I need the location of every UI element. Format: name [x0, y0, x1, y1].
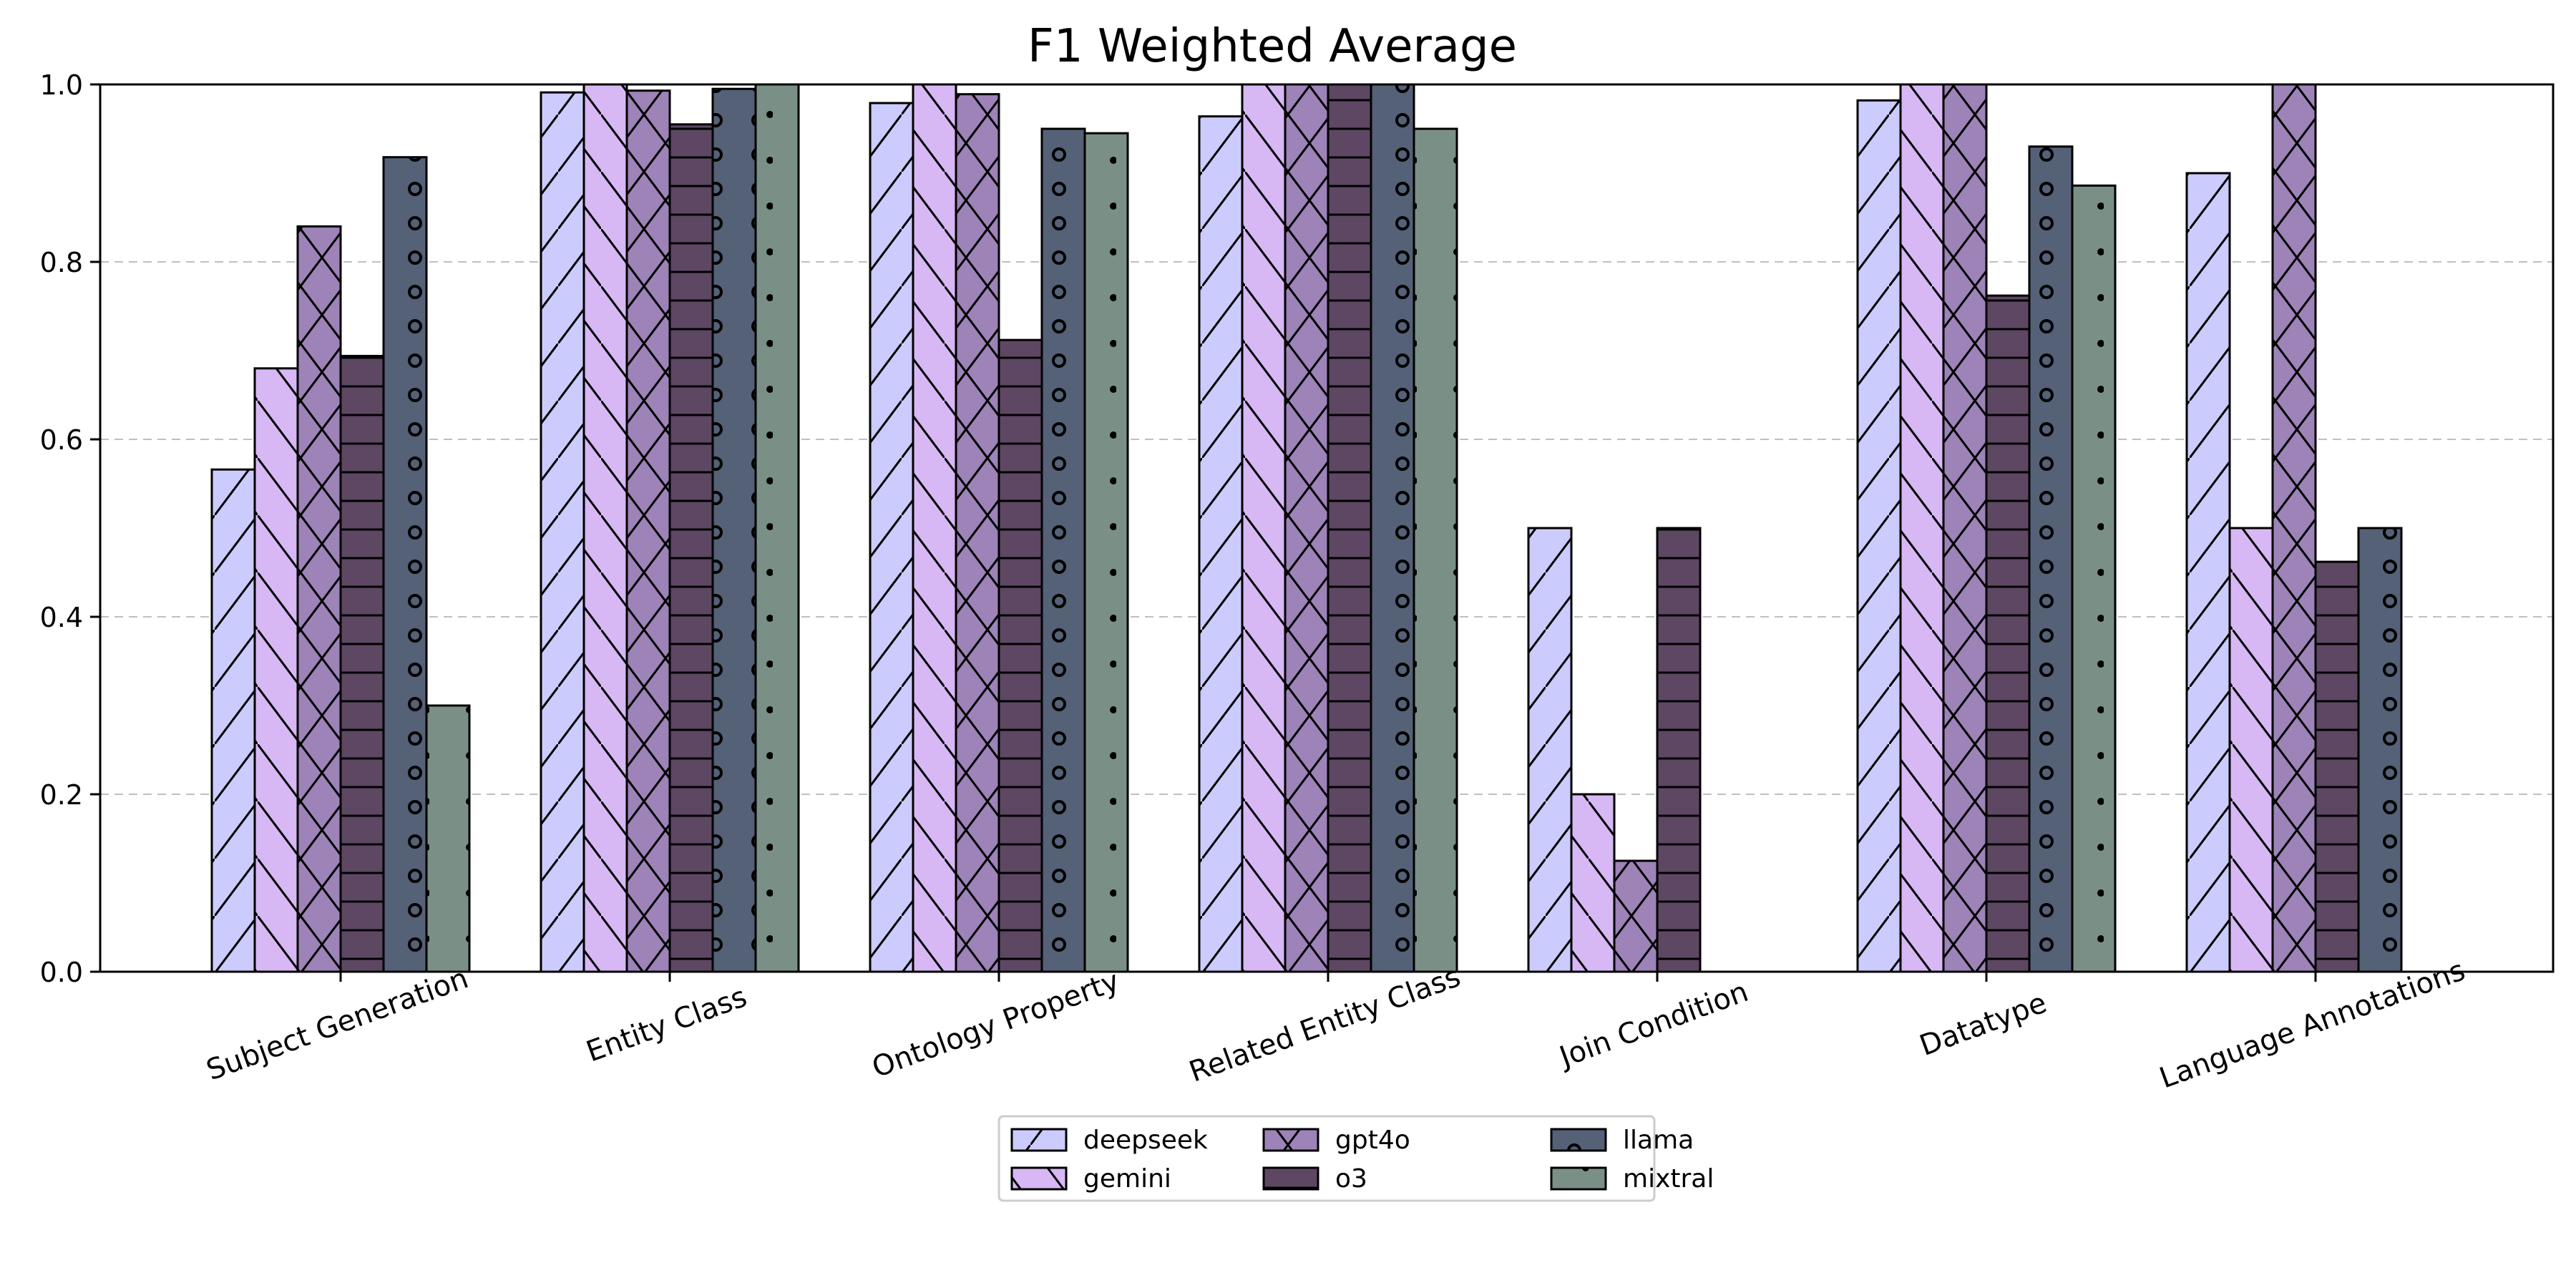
legend-swatch-gemini — [1010, 1166, 1068, 1191]
x-tick-label: Language Annotations — [2155, 954, 2469, 1095]
legend: deepseek gemini gpt4o o3 llama mixtral — [997, 1115, 1714, 1202]
bar-llama-3 — [1370, 83, 1415, 973]
bar-gpt4o-3 — [1284, 83, 1330, 973]
legend-label-gpt4o: gpt4o — [1335, 1126, 1410, 1155]
bar-mixtral-5 — [2071, 184, 2117, 973]
legend-label-mixtral: mixtral — [1623, 1164, 1714, 1194]
bar-llama-0 — [382, 156, 428, 973]
y-tick-label: 0.8 — [40, 247, 83, 278]
legend-swatch-deepseek — [1010, 1128, 1068, 1152]
chart-title: F1 Weighted Average — [1028, 20, 1517, 73]
bar-gpt4o-4 — [1613, 859, 1659, 973]
bar-llama-2 — [1040, 127, 1086, 973]
gridlines — [100, 261, 2553, 795]
legend-box — [997, 1115, 1656, 1202]
bar-gemini-1 — [582, 83, 628, 973]
y-tick-label: 0.0 — [40, 957, 83, 988]
legend-label-o3: o3 — [1335, 1164, 1367, 1194]
legend-label-llama: llama — [1623, 1126, 1694, 1155]
bar-deepseek-5 — [1856, 99, 1902, 973]
bar-gpt4o-2 — [955, 93, 1000, 973]
y-tick-label: 0.4 — [40, 602, 83, 633]
bar-llama-1 — [711, 87, 757, 973]
legend-swatch-mixtral — [1550, 1166, 1607, 1191]
x-tick-label: Related Entity Class — [1185, 960, 1465, 1089]
bar-deepseek-2 — [869, 102, 914, 973]
legend-label-deepseek: deepseek — [1083, 1126, 1208, 1155]
legend-swatch-llama — [1550, 1128, 1607, 1152]
bar-gemini-3 — [1241, 83, 1287, 973]
bar-gemini-2 — [912, 83, 957, 973]
bar-deepseek-6 — [2185, 172, 2231, 973]
bar-gemini-5 — [1899, 83, 1945, 973]
bar-o3-3 — [1327, 83, 1372, 973]
legend-swatch-o3 — [1262, 1166, 1319, 1191]
bar-gemini-4 — [1570, 793, 1616, 973]
x-tick-label: Subject Generation — [203, 962, 473, 1087]
y-tick-label: 0.6 — [40, 424, 83, 456]
bar-deepseek-4 — [1527, 527, 1573, 973]
x-tick-label: Ontology Property — [868, 965, 1123, 1085]
bar-mixtral-0 — [425, 704, 471, 973]
bar-gpt4o-1 — [625, 89, 671, 973]
bar-deepseek-1 — [540, 91, 585, 973]
bar-gemini-6 — [2228, 527, 2274, 973]
x-tick-label: Join Condition — [1553, 975, 1752, 1075]
bar-o3-6 — [2314, 560, 2360, 973]
x-tick-label: Datatype — [1916, 987, 2051, 1063]
bar-o3-1 — [668, 123, 714, 973]
bars — [210, 83, 2403, 973]
y-tick-label: 1.0 — [40, 69, 83, 101]
bar-gpt4o-0 — [296, 225, 342, 973]
bar-llama-6 — [2357, 527, 2403, 973]
x-tick-label: Entity Class — [582, 980, 751, 1069]
bar-deepseek-3 — [1198, 115, 1244, 973]
bar-gpt4o-6 — [2271, 83, 2317, 973]
bar-mixtral-1 — [754, 83, 800, 973]
bar-llama-5 — [2028, 145, 2074, 973]
bar-o3-2 — [997, 338, 1043, 973]
bar-mixtral-3 — [1413, 127, 1458, 973]
bar-mixtral-2 — [1083, 132, 1129, 973]
bar-o3-5 — [1985, 294, 2031, 973]
bar-o3-4 — [1656, 527, 1702, 973]
bar-deepseek-0 — [210, 468, 256, 973]
legend-swatch-gpt4o — [1262, 1128, 1319, 1152]
y-tick-label: 0.2 — [40, 779, 83, 811]
plot-frame — [99, 83, 2555, 973]
bar-gpt4o-5 — [1942, 83, 1988, 973]
bar-o3-0 — [339, 354, 385, 973]
legend-label-gemini: gemini — [1083, 1164, 1171, 1194]
bar-gemini-0 — [253, 367, 299, 973]
